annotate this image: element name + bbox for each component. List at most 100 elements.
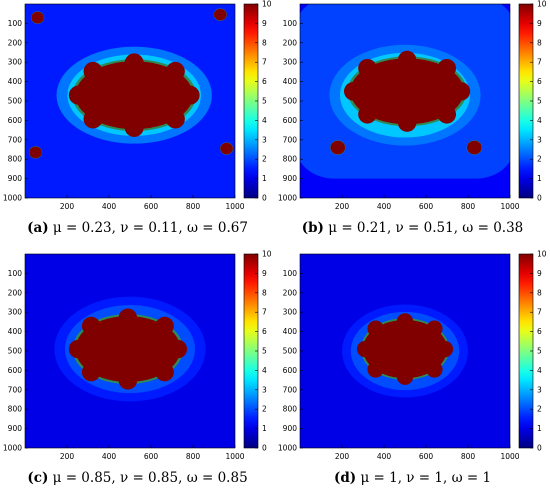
panel-letter: (b) xyxy=(301,220,324,236)
y-tick-label: 200 xyxy=(283,288,298,297)
colorbar-tick-label: 3 xyxy=(537,385,542,394)
y-tick-label: 500 xyxy=(8,347,23,356)
y-tick-label: 100 xyxy=(283,269,298,278)
x-tick-label: 200 xyxy=(60,202,75,211)
y-tick-label: 200 xyxy=(283,38,298,47)
x-tick-label: 400 xyxy=(377,452,392,461)
y-tick-label: 800 xyxy=(8,405,23,414)
panel-parameters: μ = 0.23, ν = 0.11, ω = 0.67 xyxy=(52,220,248,236)
colorbar-tick-label: 2 xyxy=(537,155,542,164)
panel-parameters: μ = 0.85, ν = 0.85, ω = 0.85 xyxy=(52,470,248,486)
y-tick-label: 300 xyxy=(8,58,23,67)
y-tick-label: 900 xyxy=(8,424,23,433)
y-tick-label: 100 xyxy=(283,19,298,28)
y-tick-label: 400 xyxy=(8,327,23,336)
colorbar-tick-label: 0 xyxy=(537,444,542,453)
colorbar-tick-label: 6 xyxy=(262,327,267,336)
heatmap-core-lobe xyxy=(165,109,185,129)
x-tick-label: 800 xyxy=(461,452,476,461)
heatmap-core-lobe xyxy=(118,371,138,390)
x-tick-label: 600 xyxy=(144,202,159,211)
colorbar-tick-label: 1 xyxy=(262,174,267,183)
x-tick-label: 800 xyxy=(186,452,201,461)
heatmap-region-core xyxy=(350,58,464,125)
heatmap-region-core xyxy=(75,61,193,130)
y-tick-label: 100 xyxy=(8,19,23,28)
heatmap-core-lobe xyxy=(118,308,138,327)
colorbar-tick-label: 5 xyxy=(262,347,267,356)
y-tick-label: 600 xyxy=(8,116,23,125)
y-tick-label: 800 xyxy=(283,405,298,414)
heatmap-core-lobe xyxy=(358,58,377,78)
heatmap-core-lobe xyxy=(437,58,457,78)
heatmap-core-lobe xyxy=(358,105,377,124)
heatmap-region-core xyxy=(220,142,233,155)
colorbar-tick-label: 10 xyxy=(262,250,272,259)
heatmap-core-lobe xyxy=(344,82,363,101)
colorbar-tick-label: 1 xyxy=(537,174,542,183)
panel-0: 100 200 300 400 500 600 700 800 900 1000 200 400 600… xyxy=(0,0,275,220)
colorbar-tick-label: 0 xyxy=(537,194,542,203)
x-tick-label: 800 xyxy=(186,202,201,211)
panel-parameters: μ = 0.21, ν = 0.51, ω = 0.38 xyxy=(328,220,524,236)
y-tick-label: 200 xyxy=(8,38,23,47)
heatmap-core-lobe xyxy=(165,61,185,81)
y-tick-label: 400 xyxy=(283,77,298,86)
panel-letter: (a) xyxy=(27,220,49,236)
colorbar-tick-label: 9 xyxy=(262,269,267,278)
heatmap-core-lobe xyxy=(437,105,457,124)
heatmap-core-lobe xyxy=(396,313,414,330)
colorbar-tick-label: 8 xyxy=(537,288,542,297)
colorbar-tick-label: 7 xyxy=(537,308,542,317)
colorbar-tick-label: 10 xyxy=(537,250,547,259)
y-tick-label: 300 xyxy=(283,58,298,67)
x-tick-label: 1000 xyxy=(500,202,519,211)
colorbar-tick-label: 7 xyxy=(537,58,542,67)
y-tick-label: 600 xyxy=(8,366,23,375)
heatmap-core-lobe xyxy=(367,320,384,337)
heatmap-core-lobe xyxy=(68,85,88,105)
heatmap-core-lobe xyxy=(451,82,471,101)
colorbar-tick-label: 3 xyxy=(262,135,267,144)
panel-2: 100 200 300 400 500 600 700 800 900 1000 200 400 600… xyxy=(0,250,275,470)
heatmap-region-core xyxy=(31,11,44,24)
colorbar-tick-label: 8 xyxy=(537,38,542,47)
colorbar-tick-label: 9 xyxy=(537,269,542,278)
colorbar-tick-label: 3 xyxy=(537,135,542,144)
y-tick-label: 1000 xyxy=(278,194,297,203)
colorbar-tick-label: 6 xyxy=(537,327,542,336)
panel-letter: (c) xyxy=(27,470,49,486)
heatmap-core-lobe xyxy=(426,361,443,378)
heatmap-region-core xyxy=(29,146,42,159)
heatmap-core-lobe xyxy=(124,117,144,137)
colorbar-tick-label: 1 xyxy=(262,424,267,433)
heatmap-core-lobe xyxy=(168,339,188,359)
y-tick-label: 700 xyxy=(283,135,298,144)
colorbar-tick-label: 0 xyxy=(262,194,267,203)
y-tick-label: 900 xyxy=(8,174,23,183)
x-tick-label: 600 xyxy=(419,452,434,461)
y-tick-label: 900 xyxy=(283,174,298,183)
heatmap-core-lobe xyxy=(81,316,101,336)
y-tick-label: 700 xyxy=(8,135,23,144)
colorbar-tick-label: 2 xyxy=(537,405,542,414)
panel-caption: (c) μ = 0.85, ν = 0.85, ω = 0.85 xyxy=(0,470,275,486)
y-tick-label: 100 xyxy=(8,269,23,278)
heatmap-core-lobe xyxy=(426,320,443,337)
colorbar-tick-label: 7 xyxy=(262,308,267,317)
panel-letter: (d) xyxy=(333,470,357,486)
y-tick-label: 600 xyxy=(283,366,298,375)
y-tick-label: 400 xyxy=(283,327,298,336)
heatmap-region-core xyxy=(330,140,346,155)
heatmap-core-lobe xyxy=(83,109,103,129)
colorbar-tick-label: 6 xyxy=(262,77,267,86)
colorbar-tick-label: 4 xyxy=(537,366,542,375)
y-tick-label: 300 xyxy=(8,308,23,317)
y-tick-label: 300 xyxy=(283,308,298,317)
y-tick-label: 600 xyxy=(283,116,298,125)
colorbar-tick-label: 5 xyxy=(262,97,267,106)
y-tick-label: 500 xyxy=(283,347,298,356)
